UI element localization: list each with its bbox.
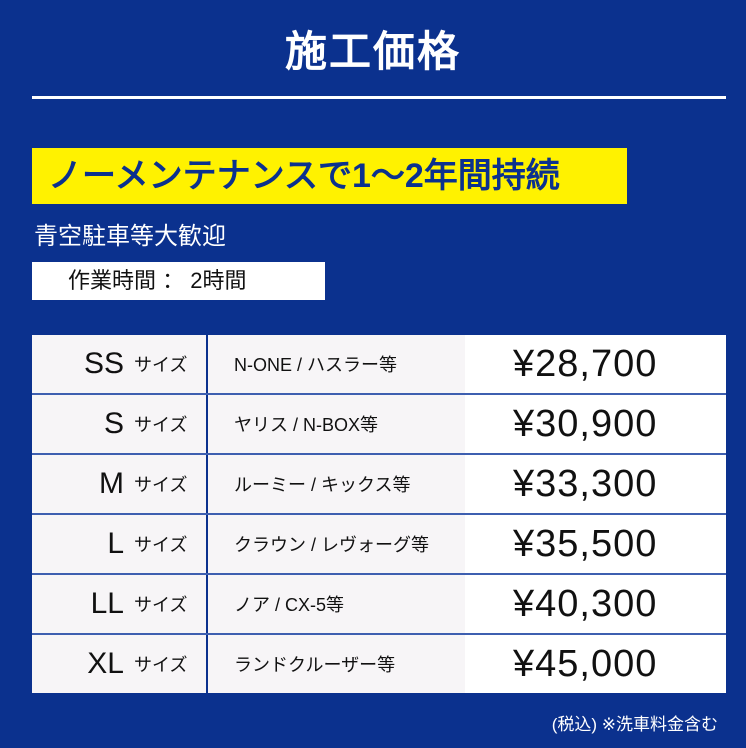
work-time-box: 作業時間 ： 2時間 (32, 262, 325, 300)
car-examples: ルーミー / キックス等 (207, 454, 465, 515)
price: ¥45,000 (465, 634, 726, 693)
car-examples: N-ONE / ハスラー等 (207, 335, 465, 395)
size-cell: L サイズ (32, 514, 208, 575)
size-unit: サイズ (134, 595, 188, 615)
price: ¥28,700 (465, 335, 726, 395)
table-row: XL サイズ ランドクルーザー等 ¥45,000 (32, 634, 726, 693)
size-code: S (103, 407, 124, 440)
size-cell: S サイズ (32, 394, 208, 455)
price: ¥33,300 (465, 454, 726, 515)
car-examples: ヤリス / N-BOX等 (207, 394, 465, 455)
size-unit: サイズ (134, 535, 188, 555)
page-title: 施工価格 (284, 28, 461, 75)
size-code: M (99, 467, 124, 500)
size-unit: サイズ (134, 655, 188, 675)
price: ¥30,900 (465, 394, 726, 455)
size-code: SS (83, 347, 124, 380)
size-cell: M サイズ (32, 454, 208, 515)
table-row: M サイズ ルーミー / キックス等 ¥33,300 (32, 454, 726, 515)
size-code: XL (87, 647, 124, 680)
price: ¥35,500 (465, 514, 726, 575)
tax-note: (税込) ※洗車料金含む (551, 715, 718, 734)
price-table: SS サイズ N-ONE / ハスラー等 ¥28,700 S サイズ ヤリス / N-… (32, 335, 726, 693)
subtitle: 青空駐車等大歓迎 (34, 223, 226, 250)
car-examples: ランドクルーザー等 (207, 634, 465, 693)
table-row: SS サイズ N-ONE / ハスラー等 ¥28,700 (32, 335, 726, 395)
size-cell: XL サイズ (32, 634, 208, 693)
size-unit: サイズ (134, 475, 188, 495)
size-unit: サイズ (134, 355, 188, 375)
table-row: L サイズ クラウン / レヴォーグ等 ¥35,500 (32, 514, 726, 575)
size-code: L (107, 527, 124, 560)
highlight-banner: ノーメンテナンスで1～2年間持続 (32, 148, 627, 204)
size-unit: サイズ (134, 415, 188, 435)
car-examples: クラウン / レヴォーグ等 (207, 514, 465, 575)
title-divider (32, 96, 726, 99)
size-cell: SS サイズ (32, 335, 208, 395)
size-cell: LL サイズ (32, 574, 208, 635)
table-row: S サイズ ヤリス / N-BOX等 ¥30,900 (32, 394, 726, 455)
size-code: LL (90, 587, 124, 620)
table-row: LL サイズ ノア / CX-5等 ¥40,300 (32, 574, 726, 635)
price: ¥40,300 (465, 574, 726, 635)
car-examples: ノア / CX-5等 (207, 574, 465, 635)
